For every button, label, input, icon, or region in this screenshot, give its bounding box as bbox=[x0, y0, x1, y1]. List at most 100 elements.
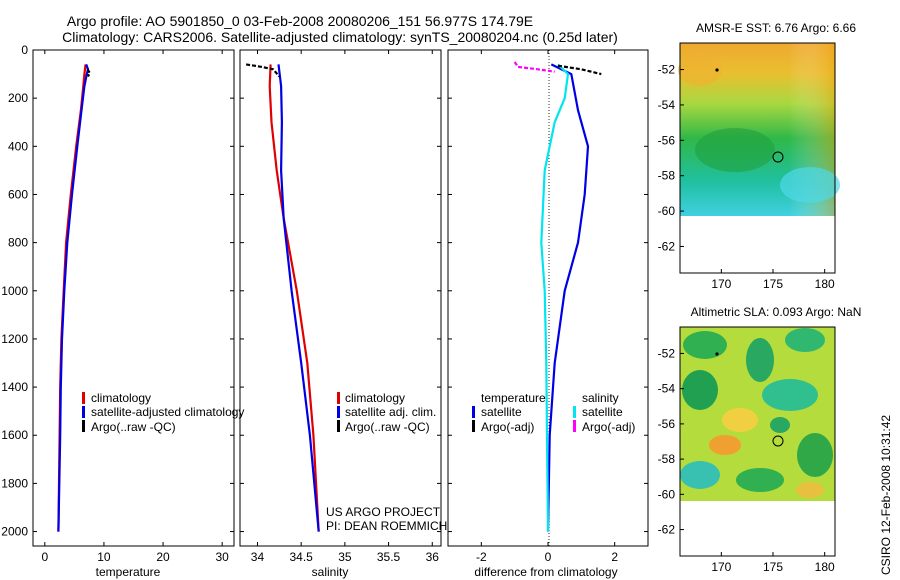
legend-swatch-climatology bbox=[82, 392, 85, 404]
y-tick-label: 1800 bbox=[1, 476, 28, 490]
map-y-tick-label: -58 bbox=[658, 169, 676, 183]
sst-map-panel: AMSR-E SST: 6.76 Argo: 6.66 170 175 180 -52… bbox=[658, 21, 857, 291]
temperature-x-axis: 0 10 20 30 bbox=[33, 49, 234, 564]
figure-title-line1: Argo profile: AO 5901850_0 03-Feb-2008 2… bbox=[67, 13, 533, 29]
sla-profile-location-marker bbox=[772, 435, 784, 447]
legend-label-sal-argo: Argo(-adj) bbox=[582, 420, 635, 434]
pi-label: PI: DEAN ROEMMICH bbox=[326, 519, 447, 533]
series-line-argo-raw-qc bbox=[245, 63, 281, 78]
difference-profile-lines bbox=[513, 61, 602, 532]
x-tick-label: 30 bbox=[215, 550, 229, 564]
difference-legend: temperature satellite Argo(-adj) salinit… bbox=[472, 391, 635, 434]
legend-label-argo: Argo(..raw -QC) bbox=[91, 420, 176, 434]
series-line-salinity-satellite bbox=[540, 63, 570, 532]
map-y-tick-label: -54 bbox=[658, 382, 676, 396]
sla-map-panel: Altimetric SLA: 0.093 Argo: NaN 170 175 18… bbox=[658, 305, 862, 574]
map-x-tick-label: 170 bbox=[711, 560, 731, 574]
sla-blob-5 bbox=[762, 379, 818, 411]
map-y-tick-label: -62 bbox=[658, 523, 676, 537]
y-tick-label: 200 bbox=[8, 91, 28, 105]
legend-label-temp-argo: Argo(-adj) bbox=[481, 420, 534, 434]
map-x-tick-label: 175 bbox=[763, 560, 783, 574]
map-x-tick-label: 180 bbox=[815, 560, 835, 574]
sla-axes-frame bbox=[679, 326, 836, 557]
sla-blob-1 bbox=[683, 331, 727, 359]
series-line-satellite-adj-clim bbox=[277, 64, 320, 532]
y-tick-label: 400 bbox=[8, 139, 28, 153]
x-tick-label: 36 bbox=[426, 550, 440, 564]
series-line-climatology bbox=[57, 64, 87, 532]
y-tick-label: 1000 bbox=[1, 284, 28, 298]
map-y-tick-label: -52 bbox=[658, 63, 676, 77]
x-tick-label: 2 bbox=[611, 550, 618, 564]
legend-label-climatology: climatology bbox=[345, 391, 405, 405]
legend-label-climatology: climatology bbox=[91, 391, 151, 405]
map-x-tick-label: 180 bbox=[815, 277, 835, 291]
legend-swatch-satellite bbox=[82, 406, 85, 418]
salinity-axes-frame bbox=[239, 49, 442, 547]
x-tick-label: 35 bbox=[338, 550, 352, 564]
x-tick-label: -2 bbox=[476, 550, 487, 564]
map-y-tick-label: -56 bbox=[658, 133, 676, 147]
map-y-tick-label: -62 bbox=[658, 239, 676, 253]
x-tick-label: 20 bbox=[156, 550, 170, 564]
salinity-legend: climatology satellite adj. clim. Argo(..… bbox=[337, 391, 436, 434]
series-line-temperature-satellite bbox=[546, 63, 590, 532]
series-line-temperature-argo-adj bbox=[557, 64, 602, 76]
legend-swatch-temp-argo bbox=[472, 420, 475, 432]
timestamp-label: CSIRO 12-Feb-2008 10:31:42 bbox=[879, 415, 893, 575]
series-line-salinity-argo-adj bbox=[513, 61, 555, 73]
difference-xlabel: difference from climatology bbox=[474, 565, 617, 579]
temperature-xlabel: temperature bbox=[96, 565, 161, 579]
temperature-panel: 0 200 400 600 800 1000 1200 1400 1600 1800 2000 0 1… bbox=[1, 43, 244, 579]
x-tick-label: 34 bbox=[251, 550, 265, 564]
temperature-profile-lines bbox=[57, 64, 91, 532]
y-tick-label: 1400 bbox=[1, 380, 28, 394]
map-y-tick-label: -60 bbox=[658, 487, 676, 501]
map-y-tick-label: -56 bbox=[658, 417, 676, 431]
sst-cyan-patch bbox=[780, 167, 840, 203]
legend-label-satellite: satellite adj. clim. bbox=[345, 405, 436, 419]
sst-map-axes: 170 175 180 -52 -54 -56 -58 -60 -62 bbox=[658, 63, 835, 291]
legend-swatch-satellite bbox=[337, 406, 340, 418]
sla-blob-2 bbox=[746, 338, 774, 382]
temperature-legend: climatology satellite-adjusted climatolo… bbox=[82, 391, 244, 434]
sla-blob-3 bbox=[785, 328, 825, 352]
temperature-axes-frame bbox=[32, 49, 235, 547]
sla-blob-10 bbox=[797, 433, 833, 477]
y-tick-label: 800 bbox=[8, 236, 28, 250]
map-y-tick-label: -54 bbox=[658, 98, 676, 112]
sla-blob-6 bbox=[722, 408, 758, 432]
sla-heatmap bbox=[680, 327, 835, 501]
sst-argo-dot bbox=[715, 68, 719, 72]
map-y-tick-label: -58 bbox=[658, 452, 676, 466]
legend-label-argo: Argo(..raw -QC) bbox=[345, 420, 430, 434]
salinity-xlabel: salinity bbox=[312, 565, 349, 579]
y-tick-label: 1200 bbox=[1, 332, 28, 346]
difference-x-axis: -2 0 2 bbox=[448, 49, 648, 564]
legend-swatch-temp-satellite bbox=[472, 406, 475, 418]
legend-swatch-sal-satellite bbox=[573, 406, 576, 418]
map-x-tick-label: 175 bbox=[763, 277, 783, 291]
legend-swatch-argo bbox=[82, 420, 85, 432]
legend-swatch-climatology bbox=[337, 392, 340, 404]
sst-cold-patch bbox=[695, 128, 775, 172]
salinity-panel: climatology satellite adj. clim. Argo(..… bbox=[239, 49, 447, 579]
series-line-satellite-adjusted-climatology bbox=[57, 64, 90, 532]
map-y-tick-label: -52 bbox=[658, 346, 676, 360]
legend-heading-salinity: salinity bbox=[582, 391, 619, 405]
y-tick-label: 600 bbox=[8, 187, 28, 201]
y-tick-label: 1600 bbox=[1, 428, 28, 442]
sst-axes-frame bbox=[679, 42, 836, 274]
sst-profile-location-marker bbox=[772, 151, 784, 163]
sla-argo-dot bbox=[715, 352, 719, 356]
sla-map-axes: 170 175 180 -52 -54 -56 -58 -60 -62 bbox=[658, 346, 835, 574]
difference-panel: -2 0 2 difference from climatology tempera… bbox=[447, 49, 649, 579]
sla-blob-9 bbox=[736, 468, 784, 492]
sst-map-title: AMSR-E SST: 6.76 Argo: 6.66 bbox=[696, 21, 856, 35]
sla-map-title: Altimetric SLA: 0.093 Argo: NaN bbox=[691, 305, 862, 319]
legend-swatch-sal-argo bbox=[573, 420, 576, 432]
project-label: US ARGO PROJECT bbox=[326, 505, 441, 519]
x-tick-label: 35.5 bbox=[377, 550, 401, 564]
